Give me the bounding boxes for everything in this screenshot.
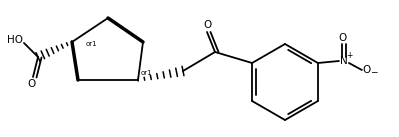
Text: or1: or1: [141, 70, 153, 76]
Text: N: N: [340, 56, 348, 66]
Text: +: +: [346, 52, 352, 61]
Text: O: O: [339, 33, 347, 43]
Text: HO: HO: [7, 35, 23, 45]
Text: O: O: [204, 20, 212, 30]
Text: −: −: [370, 68, 378, 76]
Text: or1: or1: [86, 41, 98, 47]
Text: O: O: [363, 65, 371, 75]
Text: O: O: [28, 79, 36, 89]
